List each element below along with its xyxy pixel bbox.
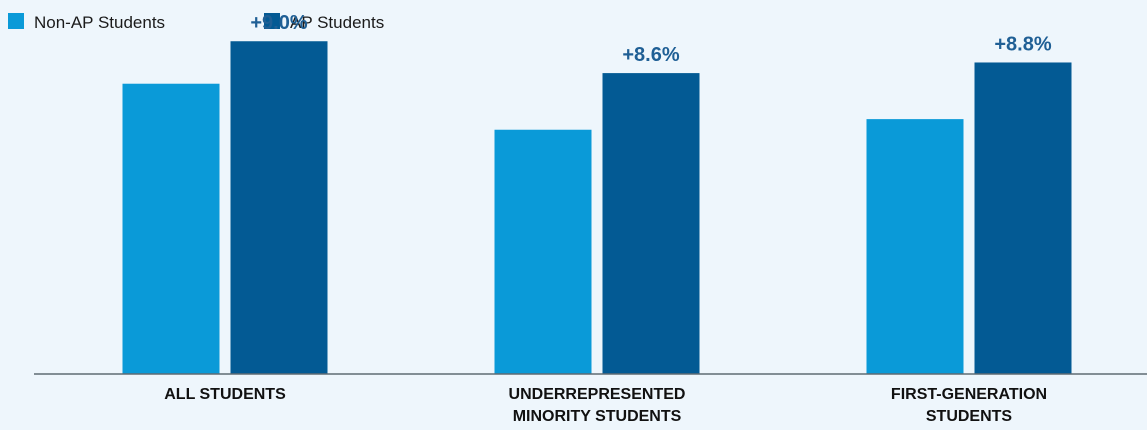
category-label: ALL STUDENTS (164, 386, 286, 403)
category-label-line: UNDERREPRESENTED (509, 386, 686, 403)
data-label: +8.6% (622, 44, 679, 66)
category-label: FIRST-GENERATION STUDENTS (891, 386, 1047, 425)
legend-item: Non-AP Students (8, 13, 165, 32)
bar-ap (602, 73, 700, 374)
legend-swatch (8, 13, 24, 29)
category-label-line: ALL STUDENTS (164, 386, 286, 403)
category-label-line: STUDENTS (926, 408, 1013, 425)
legend-item: AP Students (264, 13, 384, 32)
bars (122, 41, 1072, 375)
bar-ap (974, 62, 1072, 374)
legend: Non-AP Students AP Students (8, 13, 384, 32)
bar-non-ap (122, 83, 220, 374)
data-labels: +9.0% +8.6% +8.8% (250, 12, 1051, 66)
data-label: +9.0% (250, 12, 307, 34)
category-label-line: FIRST-GENERATION (891, 386, 1047, 403)
legend-label: AP Students (290, 13, 384, 32)
category-labels: ALL STUDENTS UNDERREPRESENTED MINORITY STU… (164, 386, 1047, 425)
data-label: +8.8% (994, 33, 1051, 55)
category-label: UNDERREPRESENTED MINORITY STUDENTS (509, 386, 686, 425)
category-label-line: MINORITY STUDENTS (513, 408, 682, 425)
bar-non-ap (866, 119, 964, 375)
bar-non-ap (494, 129, 592, 374)
bar-ap (230, 41, 328, 375)
legend-label: Non-AP Students (34, 13, 165, 32)
legend-swatch (264, 13, 280, 29)
